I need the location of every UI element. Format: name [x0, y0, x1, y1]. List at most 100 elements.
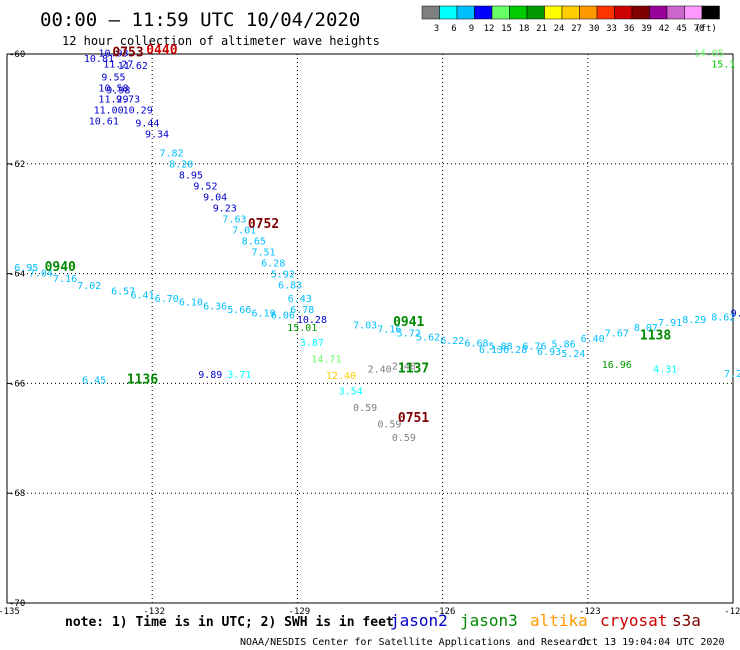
colorbar-label: 24 — [554, 24, 565, 34]
mission-s3a: s3a — [672, 611, 701, 630]
y-tick-label: -62 — [9, 160, 25, 170]
wave-height-label: 15.1 — [711, 60, 735, 71]
colorbar-swatch — [631, 5, 650, 20]
wave-height-label: 7.2 — [724, 369, 740, 380]
colorbar-label: 42 — [659, 24, 670, 34]
wave-height-label: 9.34 — [145, 129, 169, 140]
x-tick-label: -123 — [579, 607, 601, 617]
wave-height-label: 5.86 — [552, 340, 576, 351]
wave-height-label: 2.40 — [368, 364, 392, 375]
color-scale-legend: 3 6 9 12 15 18 21 24 27 30 33 36 39 42 45 70(ft) — [421, 5, 720, 34]
colorbar-swatch — [439, 5, 458, 20]
wave-height-label: 0.59 — [377, 419, 401, 430]
colorbar-label: 36 — [624, 24, 635, 34]
wave-height-label: 6.22 — [440, 336, 464, 347]
wave-height-label: 6.10 — [179, 297, 203, 308]
wave-height-label: 6.19 — [251, 308, 275, 319]
wave-height-label: 8.95 — [179, 171, 203, 182]
colorbar-swatch — [561, 5, 580, 20]
wave-height-label: 6.83 — [278, 280, 302, 291]
colorbar-swatch — [526, 5, 545, 20]
footer-credit: NOAA/NESDIS Center for Satellite Applica… — [240, 637, 589, 648]
wave-height-label: 15.01 — [287, 323, 317, 334]
mission-cryosat: cryosat — [600, 611, 667, 630]
colorbar-label: 6 — [451, 24, 456, 34]
wave-height-label: 6.70 — [155, 294, 179, 305]
colorbar-swatch — [701, 5, 720, 20]
y-tick-label: -60 — [9, 50, 25, 60]
colorbar-label: 27 — [571, 24, 582, 34]
wave-height-label: 6.40 — [581, 334, 605, 345]
wave-height-label: 5.66 — [227, 305, 251, 316]
x-tick-label: -129 — [289, 607, 311, 617]
wave-height-label: 9.73 — [116, 94, 140, 105]
wave-height-label: 6.43 — [288, 294, 312, 305]
wave-height-label: 6.06 — [271, 311, 295, 322]
wave-height-label: 7.63 — [222, 215, 246, 226]
pass-times: 0753 0440 0752 0940 0941 1137 0751 1138 1136 — [45, 43, 672, 426]
wave-height-label: 11.29 — [98, 94, 128, 105]
colorbar-swatch — [614, 5, 633, 20]
wave-height-label: 5.62 — [416, 333, 440, 344]
wave-height-label: 7.67 — [605, 329, 629, 340]
wave-height-label: 10.58 — [98, 83, 128, 94]
pass-time-label: 1136 — [127, 372, 158, 387]
wave-height-label: 6.95 — [14, 263, 38, 274]
wave-height-label: 8.29 — [682, 315, 706, 326]
colorbar-label: 12 — [484, 24, 495, 34]
colorbar-swatch — [666, 5, 685, 20]
wave-height-label: 14.71 — [311, 355, 341, 366]
colorbar-swatch — [579, 5, 598, 20]
footer-note: note: 1) Time is in UTC; 2) SWH is in fe… — [65, 615, 394, 630]
colorbar-swatch — [649, 5, 668, 20]
wave-height-label: 9.55 — [101, 72, 125, 83]
wave-height-label: 9.52 — [193, 182, 217, 193]
wave-height-label: 5.88 — [489, 341, 513, 352]
wave-height-label: 10.93 — [98, 49, 128, 60]
wave-height-label: 8.07 — [634, 323, 658, 334]
wave-height-label: 10.29 — [123, 105, 153, 116]
wave-height-label: 9.23 — [213, 204, 237, 215]
x-tick-label: -120 — [724, 607, 740, 617]
chart-title: 00:00 – 11:59 UTC 10/04/2020 — [40, 9, 360, 31]
colorbar-swatch — [456, 5, 475, 20]
colorbar-label: 70 — [694, 24, 705, 34]
x-tick-label: -135 — [0, 607, 20, 617]
wave-height-label: 11.00 — [94, 105, 124, 116]
y-tick-label: -70 — [9, 599, 25, 609]
colorbar-swatch — [544, 5, 563, 20]
pass-time-label: 1137 — [398, 361, 429, 376]
pass-time-label: 0440 — [146, 43, 177, 58]
wave-height-label: 7.01 — [232, 226, 256, 237]
mission-jason3: jason3 — [460, 611, 518, 630]
colorbar-swatch — [474, 5, 493, 20]
wave-height-label: 6.28 — [261, 258, 285, 269]
mission-legend: jason2 jason3 altika cryosat s3a — [390, 611, 701, 630]
wave-height-label: 6.93 — [537, 347, 561, 358]
wave-height-label: 6.57 — [111, 286, 135, 297]
colorbar-label: 39 — [641, 24, 652, 34]
wave-height-label: 6.45 — [82, 375, 106, 386]
y-tick-label: -64 — [9, 270, 25, 280]
y-tick-label: -68 — [9, 489, 25, 499]
pass-time-label: 0753 — [112, 46, 143, 61]
wave-height-label: 0.59 — [353, 403, 377, 414]
pass-time-label: 0941 — [393, 315, 424, 330]
wave-height-label: 7.04 — [29, 268, 53, 279]
wave-height-label: 16.96 — [602, 360, 632, 371]
pass-time-label: 0751 — [398, 411, 429, 426]
plot-frame — [6, 53, 734, 604]
mission-altika: altika — [530, 611, 588, 630]
wave-height-label: 6.68 — [464, 339, 488, 350]
wave-height-label: 12.40 — [326, 371, 356, 382]
colorbar-label: 21 — [536, 24, 547, 34]
x-tick-label: -132 — [143, 607, 165, 617]
wave-height-label: 2.48 — [392, 362, 416, 373]
wave-height-label: 7.91 — [658, 318, 682, 329]
grid-lines — [7, 54, 733, 603]
colorbar-label: 18 — [519, 24, 530, 34]
wave-height-label: 7.82 — [160, 149, 184, 160]
pass-time-label: 0752 — [248, 217, 279, 232]
wave-height-values: 10.8110.9311.2711.629.5510.589.9811.299.… — [14, 49, 740, 444]
wave-height-label: 14.05 — [694, 49, 724, 60]
